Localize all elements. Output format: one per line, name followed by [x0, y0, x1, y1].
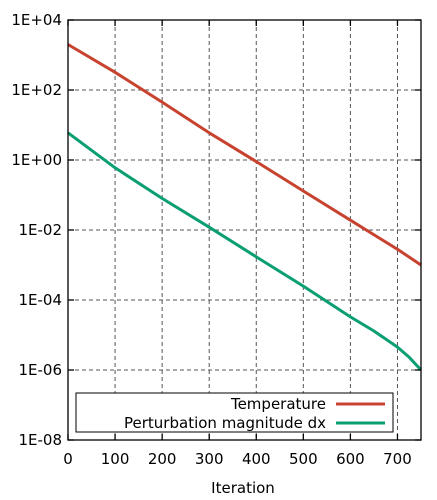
- x-tick-label: 400: [242, 450, 271, 468]
- legend-box: [75, 392, 394, 433]
- x-tick-label: 200: [148, 450, 177, 468]
- x-tick-label: 300: [195, 450, 224, 468]
- legend-label: Perturbation magnitude dx: [124, 414, 326, 432]
- x-tick-label: 700: [383, 450, 412, 468]
- grid: [68, 20, 421, 440]
- x-tick-label: 500: [289, 450, 318, 468]
- y-tick-label: 1E+02: [11, 81, 62, 99]
- x-tick-label: 0: [63, 450, 73, 468]
- y-tick-label: 1E-04: [18, 291, 62, 309]
- series-line: [67, 43, 422, 267]
- y-tick-label: 1E-06: [18, 361, 62, 379]
- axis-ticks: [67, 19, 421, 441]
- x-axis-label: Iteration: [211, 479, 275, 497]
- y-tick-label: 1E+00: [11, 151, 62, 169]
- x-tick-labels: 0 100 200 300 400 500 600 700: [63, 450, 412, 468]
- series-line: [67, 131, 423, 372]
- y-tick-label: 1E-08: [18, 431, 62, 449]
- x-tick-label: 600: [336, 450, 365, 468]
- y-tick-label: 1E+04: [11, 11, 62, 29]
- y-tick-labels: 1E-08 1E-06 1E-04 1E-02 1E+00 1E+02 1E+04: [11, 11, 62, 449]
- series-lines: [67, 43, 423, 372]
- x-tick-label: 100: [101, 450, 130, 468]
- y-tick-label: 1E-02: [18, 221, 62, 239]
- legend-label: Temperature: [230, 395, 326, 413]
